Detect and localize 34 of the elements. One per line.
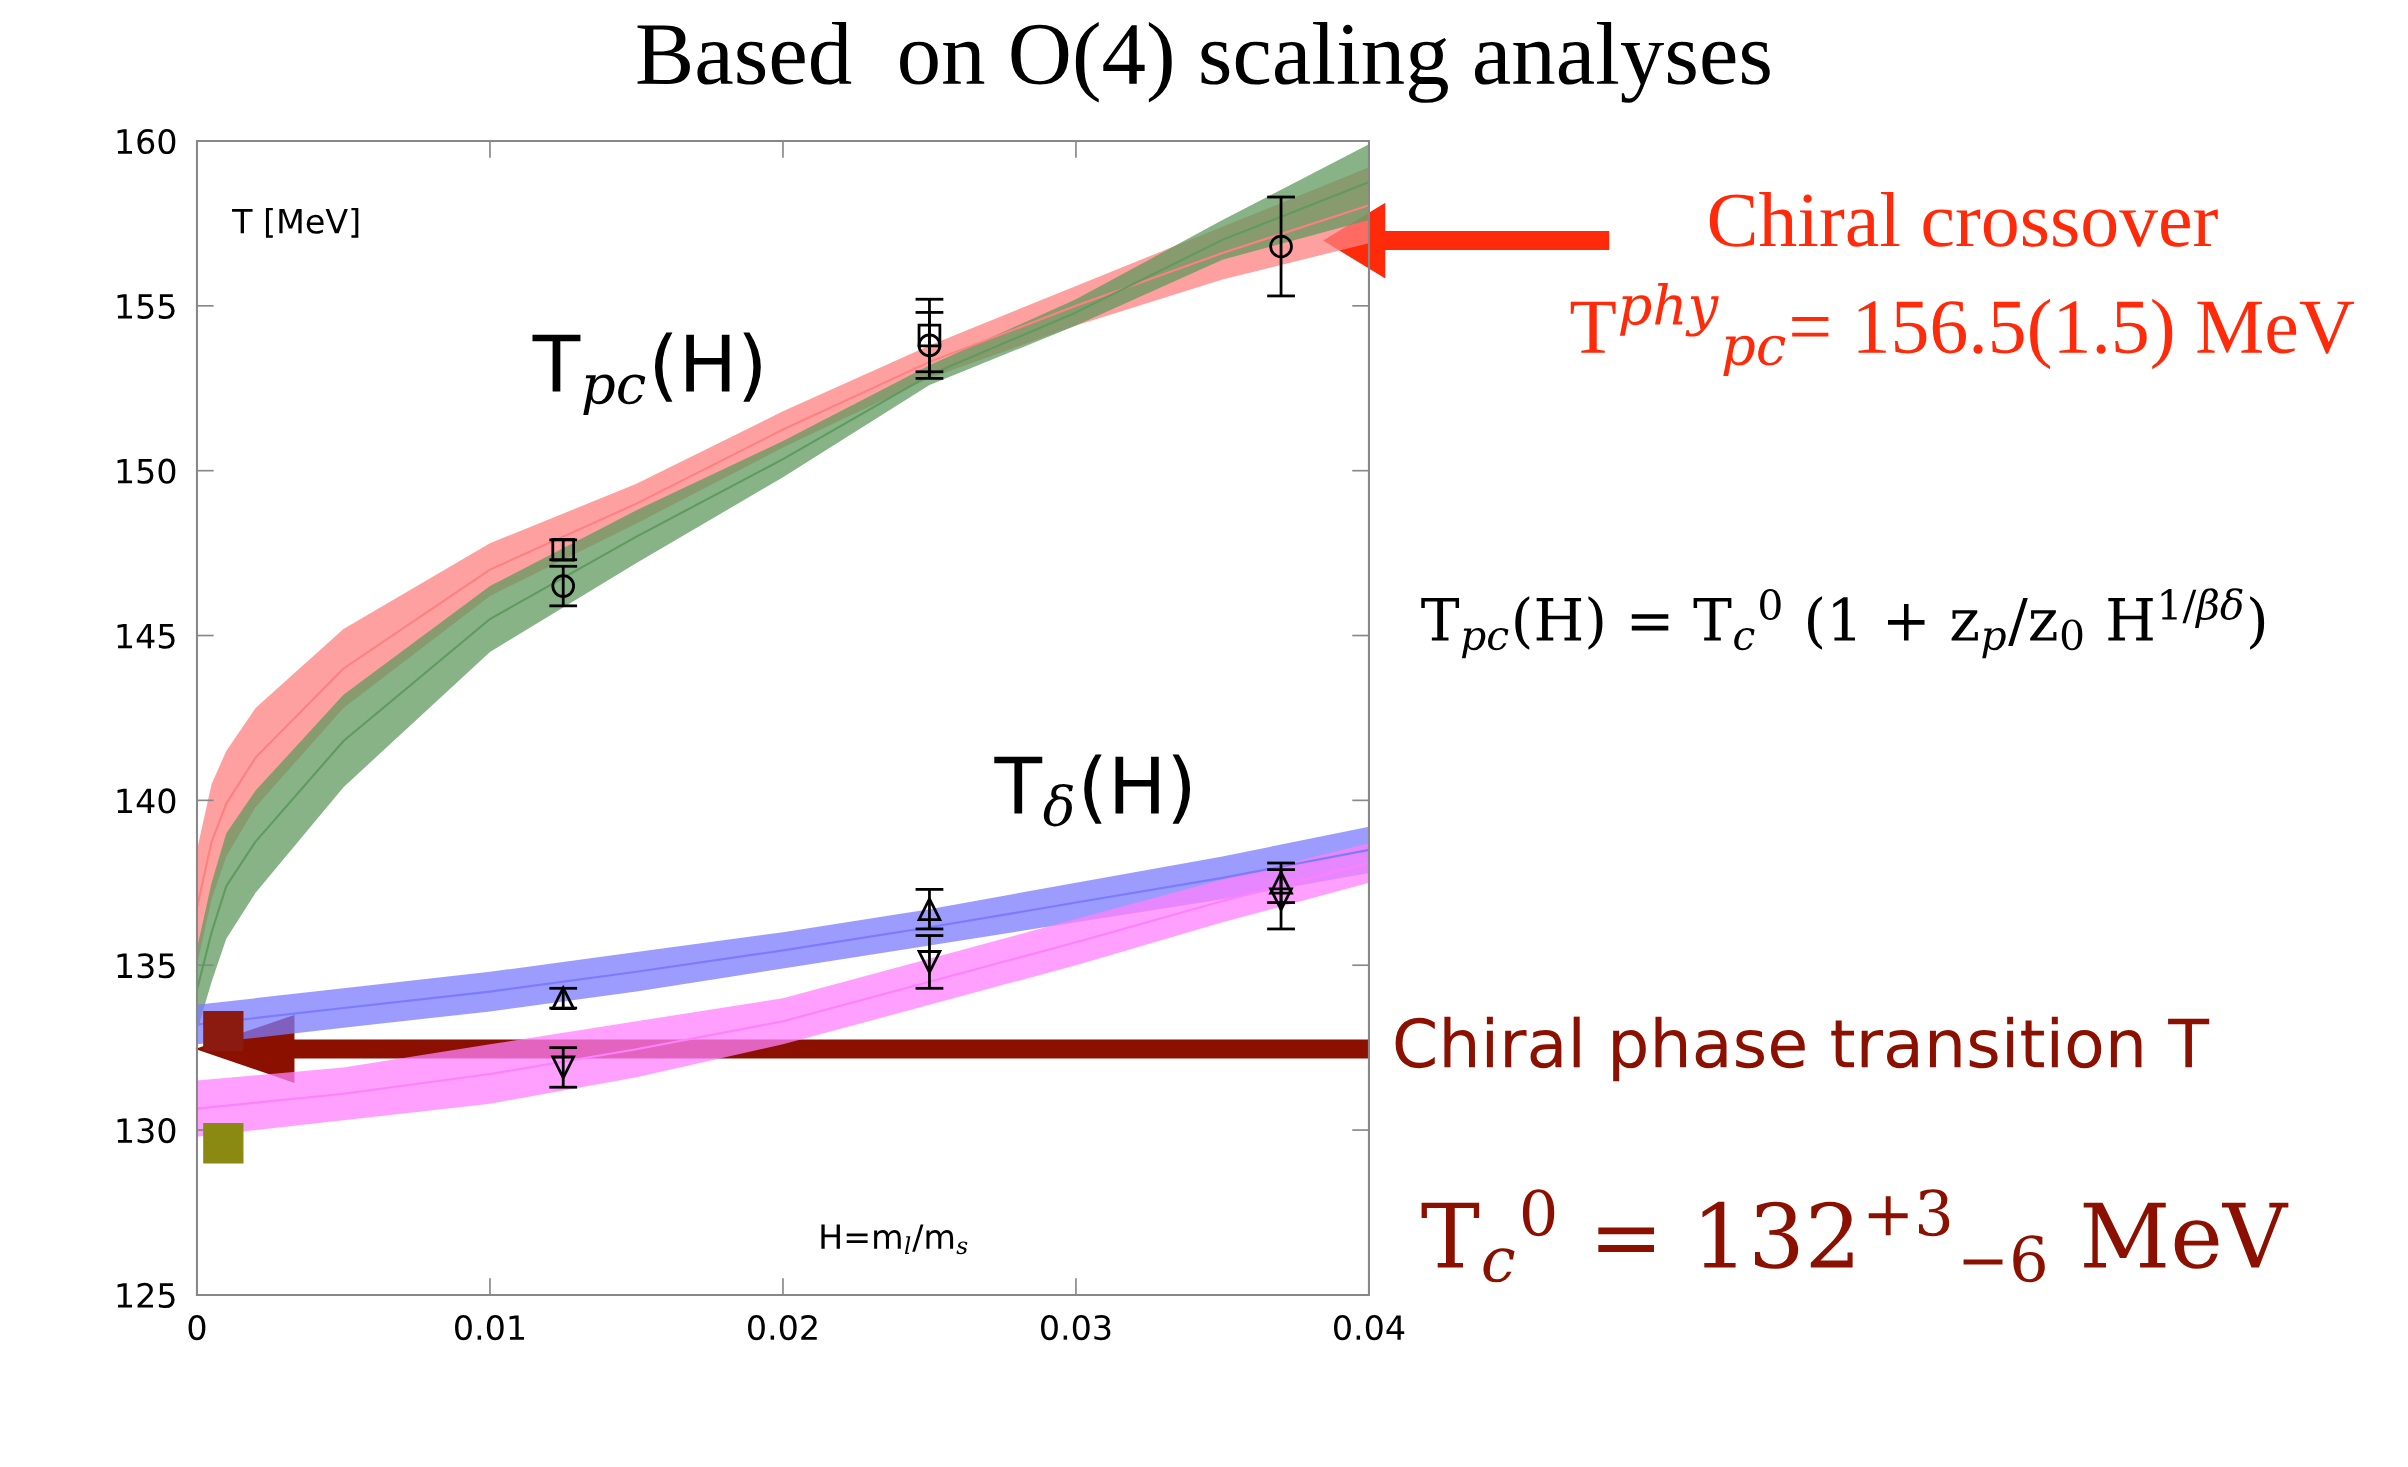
point bbox=[1269, 234, 1293, 259]
point bbox=[551, 1055, 576, 1080]
point bbox=[917, 323, 942, 348]
x-tick-label: 0 bbox=[188, 1314, 206, 1341]
text: Chiral phase transition T bbox=[1395, 1016, 2210, 1082]
point bbox=[203, 1011, 244, 1052]
chart-title: Based on O(4) scaling analyses bbox=[637, 22, 1770, 103]
annotation: T$_{pc}$(H) bbox=[532, 332, 761, 415]
point bbox=[917, 897, 942, 921]
annotation: T$_{δ}$(H) bbox=[994, 754, 1191, 827]
point bbox=[917, 333, 942, 358]
text: T$_{pc}$(H) = T$_{c}$$^{0}$ (1 + z$_{p}$/z$_{0}$ H$^{1/βδ}$) bbox=[1421, 588, 2265, 659]
text: T$^{phy}$$_{pc}$= 156.5(1.5) MeV bbox=[1570, 283, 2355, 377]
x-axis-title: H=m$_{l}$/m$_{s}$ bbox=[821, 1224, 968, 1255]
y-tick-label: 145 bbox=[117, 623, 175, 649]
y-tick-label: 155 bbox=[117, 294, 175, 319]
y-tick-label: 160 bbox=[117, 128, 176, 155]
point bbox=[203, 1123, 244, 1164]
point bbox=[1269, 870, 1293, 895]
y-tick-label: 125 bbox=[117, 1282, 175, 1309]
y-axis-title: T [MeV] bbox=[232, 207, 359, 238]
y-tick-label: 140 bbox=[117, 788, 176, 814]
x-tick-label: 0.04 bbox=[1334, 1314, 1405, 1341]
x-tick-label: 0.01 bbox=[455, 1314, 524, 1341]
y-tick-label: 130 bbox=[117, 1118, 176, 1144]
y-tick-label: 135 bbox=[117, 953, 175, 979]
x-tick-label: 0.03 bbox=[1041, 1314, 1111, 1341]
y-tick-label: 150 bbox=[117, 458, 176, 484]
point bbox=[1269, 887, 1293, 912]
text: Chiral crossover bbox=[1709, 192, 2218, 247]
point bbox=[551, 574, 576, 598]
point bbox=[917, 950, 942, 974]
x-tick-label: 0.02 bbox=[748, 1314, 817, 1341]
text: T$_{c}$$^{0}$ = 132$^{+3}$$_{−6}$ MeV bbox=[1421, 1189, 2289, 1283]
